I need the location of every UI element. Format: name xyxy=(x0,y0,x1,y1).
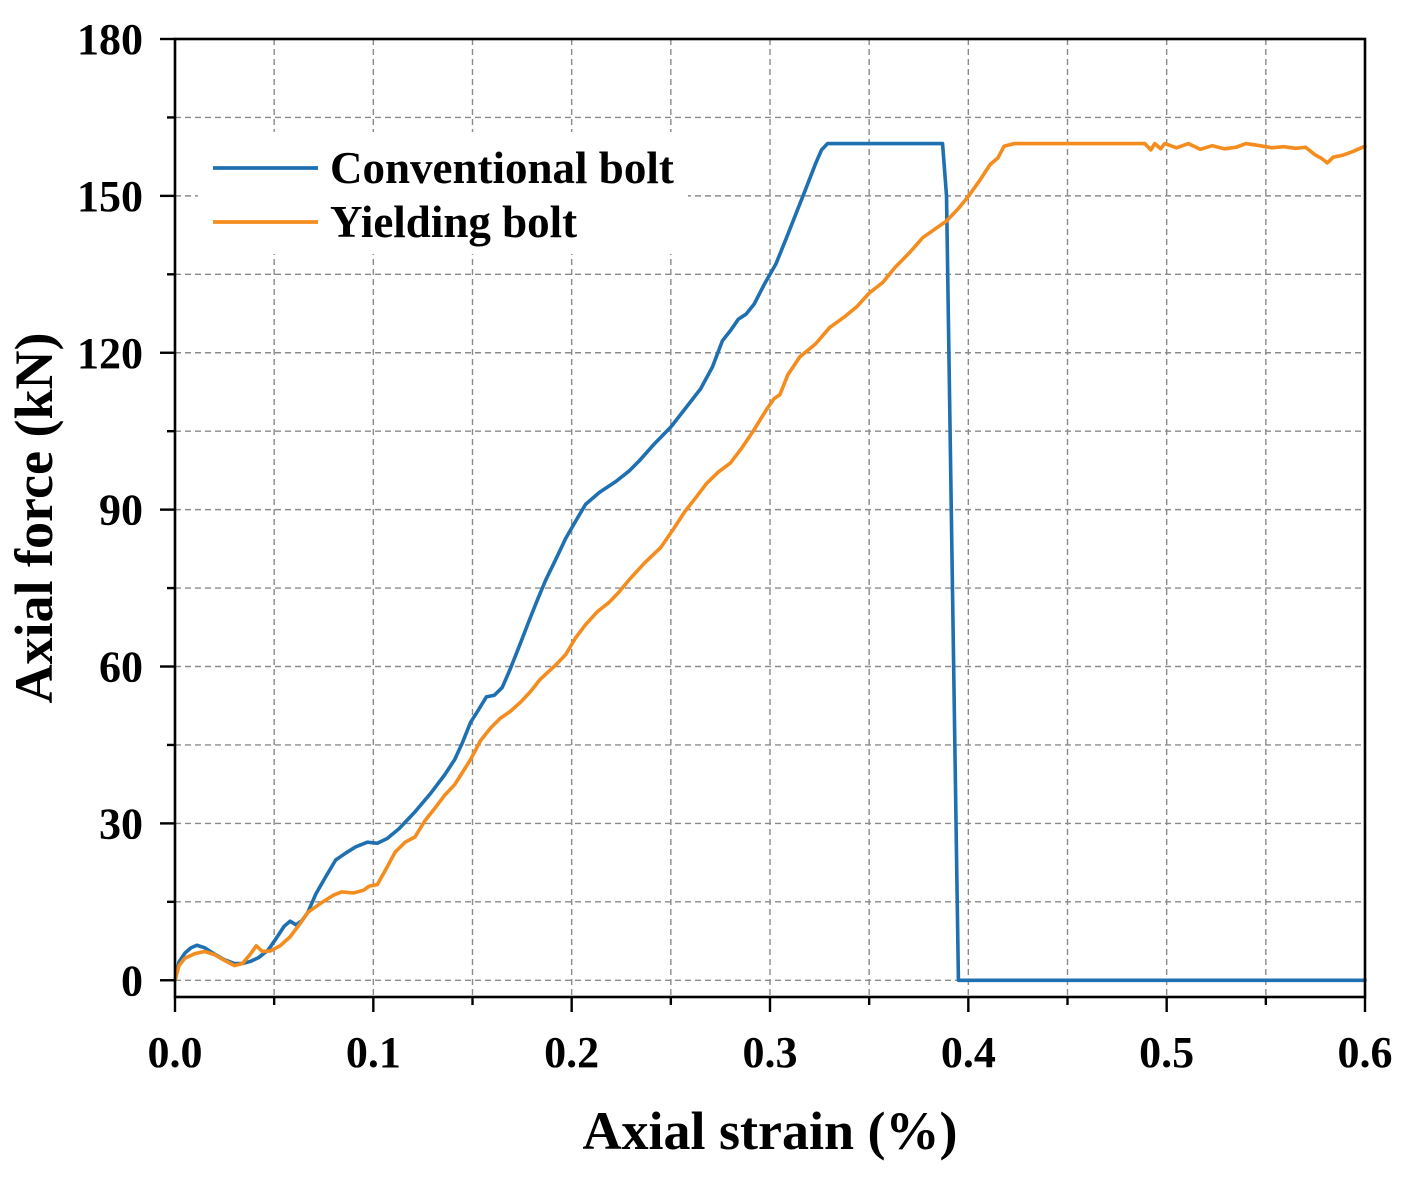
legend-label-conventional-bolt: Conventional bolt xyxy=(330,143,674,193)
y-tick-label: 150 xyxy=(77,172,143,221)
y-tick-label: 180 xyxy=(77,15,143,64)
legend-item-conventional-bolt: Conventional bolt xyxy=(213,143,674,193)
x-tick-label: 0.6 xyxy=(1338,1028,1393,1077)
x-tick-label: 0.2 xyxy=(544,1028,599,1077)
x-tick-label: 0.0 xyxy=(148,1028,203,1077)
x-tick-label: 0.5 xyxy=(1139,1028,1194,1077)
series-line-yielding-bolt xyxy=(173,141,1367,983)
plot-series xyxy=(173,141,1367,983)
x-tick-label: 0.1 xyxy=(346,1028,401,1077)
x-tick-label: 0.4 xyxy=(941,1028,996,1077)
y-tick-label: 0 xyxy=(121,956,143,1005)
legend-label-yielding-bolt: Yielding bolt xyxy=(330,197,577,247)
y-axis-tick-labels: 0 30 60 90 120 150 180 xyxy=(77,15,143,1005)
y-tick-label: 90 xyxy=(99,486,143,535)
legend-item-yielding-bolt: Yielding bolt xyxy=(213,197,577,247)
y-tick-label: 120 xyxy=(77,329,143,378)
y-tick-label: 30 xyxy=(99,799,143,848)
x-axis-tick-labels: 0.0 0.1 0.2 0.3 0.4 0.5 0.6 xyxy=(148,1028,1393,1077)
grid xyxy=(175,39,1365,997)
y-tick-label: 60 xyxy=(99,643,143,692)
x-tick-label: 0.3 xyxy=(743,1028,798,1077)
axis-ticks xyxy=(160,37,1367,1012)
x-axis-title: Axial strain (%) xyxy=(583,1101,958,1161)
y-axis-title: Axial force (kN) xyxy=(4,333,64,704)
legend-background xyxy=(198,132,688,254)
